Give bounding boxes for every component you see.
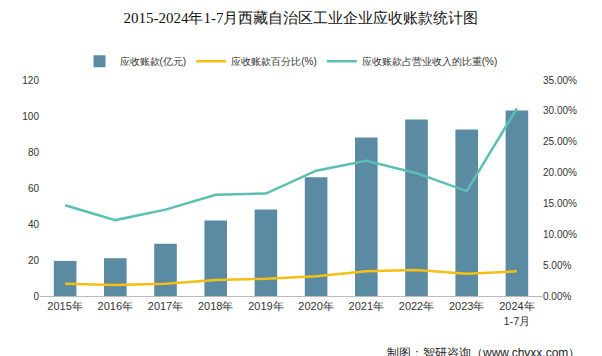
svg-text:2015年: 2015年 xyxy=(47,300,82,312)
svg-text:100: 100 xyxy=(22,111,39,122)
svg-text:40: 40 xyxy=(28,219,40,230)
svg-text:2021年: 2021年 xyxy=(349,300,384,312)
svg-text:15.00%: 15.00% xyxy=(543,198,577,209)
svg-text:20.00%: 20.00% xyxy=(543,167,577,178)
svg-text:2023年: 2023年 xyxy=(449,300,484,312)
svg-text:2015-2024年1-7月西藏自治区工业企业应收账款统计图: 2015-2024年1-7月西藏自治区工业企业应收账款统计图 xyxy=(124,10,479,26)
svg-text:5.00%: 5.00% xyxy=(543,260,571,271)
svg-text:10.00%: 10.00% xyxy=(543,229,577,240)
svg-text:0.00%: 0.00% xyxy=(543,291,571,302)
svg-text:应收账款百分比(%): 应收账款百分比(%) xyxy=(231,56,317,67)
svg-text:30.00%: 30.00% xyxy=(543,105,577,116)
svg-text:2019年: 2019年 xyxy=(248,300,283,312)
svg-text:2017年: 2017年 xyxy=(148,300,183,312)
svg-text:0: 0 xyxy=(33,291,39,302)
svg-text:120: 120 xyxy=(22,75,39,86)
svg-text:2020年: 2020年 xyxy=(298,300,333,312)
svg-text:制图：智研咨询（www.chyxx.com）: 制图：智研咨询（www.chyxx.com） xyxy=(387,346,580,356)
svg-text:2018年: 2018年 xyxy=(198,300,233,312)
svg-text:60: 60 xyxy=(28,183,40,194)
svg-text:应收账款占营业收入的比重(%): 应收账款占营业收入的比重(%) xyxy=(362,56,498,67)
svg-text:2016年: 2016年 xyxy=(98,300,133,312)
svg-text:应收账款(亿元): 应收账款(亿元) xyxy=(120,56,187,67)
svg-text:35.00%: 35.00% xyxy=(543,75,577,86)
svg-text:2022年: 2022年 xyxy=(399,300,434,312)
svg-text:80: 80 xyxy=(28,147,40,158)
svg-text:25.00%: 25.00% xyxy=(543,136,577,147)
svg-text:2024年1-7月: 2024年1-7月 xyxy=(499,300,534,326)
svg-text:20: 20 xyxy=(28,255,40,266)
